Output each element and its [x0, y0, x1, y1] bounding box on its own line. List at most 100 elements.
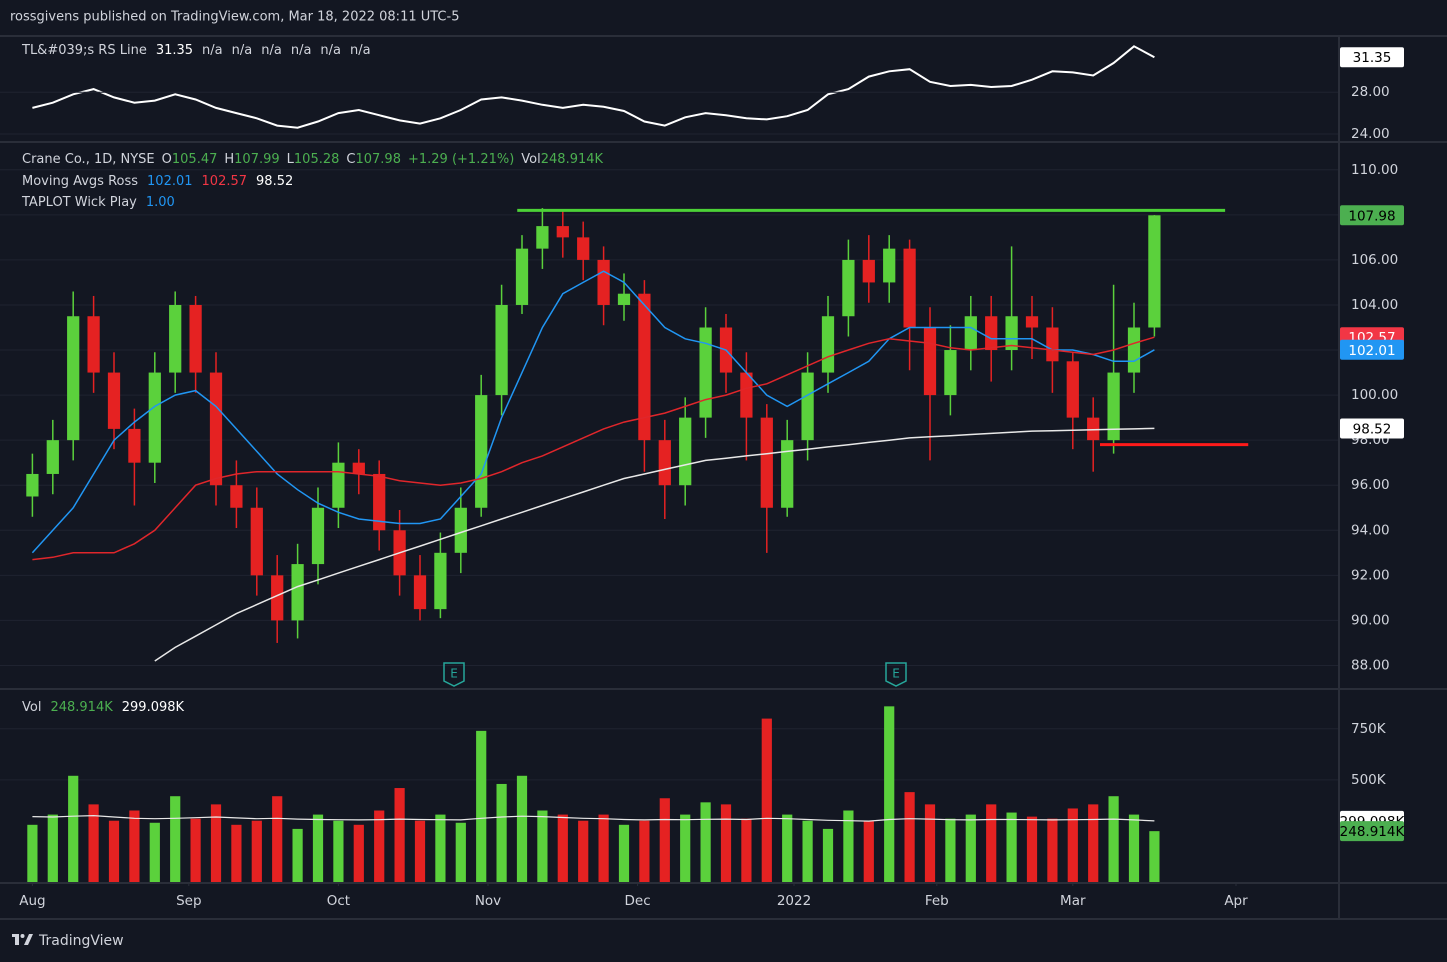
moving-average	[154, 427, 1155, 662]
legend: TAPLOT Wick Play 1.00	[21, 195, 175, 210]
legend-item: 31.35	[156, 43, 193, 58]
candle-body	[454, 507, 467, 553]
volume-bar	[557, 814, 568, 882]
volume-bar	[292, 828, 303, 882]
volume-average	[32, 814, 1155, 822]
candle-body	[740, 372, 753, 418]
volume-bar	[965, 814, 976, 882]
candle-body	[373, 473, 386, 531]
candle-body	[107, 372, 121, 429]
candle-body	[87, 316, 100, 373]
volume-bar	[802, 820, 813, 882]
volume-bar	[1149, 831, 1160, 882]
legend-item: Moving Avgs Ross	[22, 174, 138, 189]
y-tick-label: 106.00	[1351, 252, 1398, 268]
candle-body	[67, 316, 80, 441]
candle-body	[781, 440, 794, 508]
y-tick-label: 500K	[1351, 772, 1387, 788]
legend-item: n/a	[261, 43, 282, 58]
candle-body	[821, 316, 835, 373]
volume-bar	[884, 706, 895, 882]
volume-bar	[700, 802, 711, 882]
rs-line	[32, 45, 1155, 129]
x-tick-label: Nov	[475, 893, 501, 909]
candle-body	[332, 462, 345, 508]
price-badge-label: 98.52	[1353, 421, 1392, 437]
volume-bar	[822, 828, 834, 882]
x-tick-label: Mar	[1060, 893, 1086, 909]
x-tick-label: 2022	[777, 893, 811, 909]
volume-bar	[68, 775, 79, 882]
x-tick-label: Aug	[19, 893, 45, 909]
candle-body	[577, 237, 590, 260]
candle-body	[495, 304, 508, 396]
legend-item: 102.57	[202, 174, 248, 189]
candle-body	[658, 440, 671, 486]
price-badge	[1340, 339, 1404, 360]
y-tick-label: 94.00	[1351, 522, 1390, 538]
earnings-label: E	[892, 667, 900, 681]
candle-body	[46, 440, 59, 474]
volume-bar	[1108, 796, 1119, 882]
legend-item: 107.98	[355, 152, 401, 167]
volume-bar	[88, 804, 99, 882]
volume-bar	[1026, 816, 1038, 882]
volume-bar	[680, 814, 691, 882]
volume-bar	[312, 814, 324, 882]
candle-body	[169, 304, 182, 373]
legend-item: 248.914K	[541, 152, 604, 167]
volume-bar	[108, 820, 120, 882]
volume-bar	[231, 824, 242, 882]
volume-bar	[149, 822, 160, 882]
y-tick-label: 750K	[1351, 721, 1387, 737]
volume-bar	[904, 792, 915, 882]
volume-bar	[843, 810, 854, 882]
legend-item: Vol	[521, 152, 540, 167]
volume-bar	[639, 820, 650, 882]
candle-body	[352, 462, 365, 474]
volume-bar	[618, 824, 630, 882]
legend-item: 107.99	[234, 152, 280, 167]
legend-item: 102.01	[147, 174, 193, 189]
y-tick-label: 24.00	[1351, 126, 1390, 142]
legend-item: 248.914K	[50, 700, 113, 715]
candle-body	[311, 507, 325, 565]
legend-item: C	[346, 152, 355, 167]
legend-item: n/a	[202, 43, 223, 58]
price-badge-label: 248.914K	[1340, 824, 1406, 840]
legend-item: 105.47	[172, 152, 218, 167]
legend-item: TAPLOT Wick Play	[21, 195, 137, 210]
candle-body	[148, 372, 161, 463]
x-tick-label: Feb	[925, 893, 949, 909]
candle-body	[515, 248, 529, 305]
footer-brand: TradingView	[38, 933, 124, 949]
moving-average	[32, 336, 1155, 561]
volume-bar	[741, 818, 752, 882]
legend-item: +1.29 (+1.21%)	[408, 152, 514, 167]
plot-layer: 24.00 28.00 TL&#039;s RS Line 31.35 n/a n/a n/…	[0, 43, 1406, 909]
volume-bar	[374, 810, 385, 882]
candle-body	[679, 417, 692, 486]
candle-body	[862, 259, 875, 283]
candle-body	[944, 350, 957, 396]
header: rossgivens published on TradingView.com,…	[10, 10, 459, 25]
price-badge-label: 31.35	[1353, 50, 1392, 66]
volume-bar	[129, 810, 140, 882]
volume-bar	[598, 814, 609, 882]
y-tick-label: 100.00	[1351, 387, 1398, 403]
earnings-marker	[443, 662, 465, 687]
candle-body	[985, 316, 998, 351]
legend-item: 299.098K	[122, 700, 185, 715]
volume-pane	[27, 706, 1160, 882]
volume-bar	[353, 824, 364, 882]
candle-body	[230, 485, 243, 508]
legend-item: 105.28	[294, 152, 340, 167]
x-tick-label: Oct	[327, 893, 350, 909]
candle-body	[1127, 327, 1141, 373]
volume-bar	[1006, 812, 1017, 882]
legend-item: TL&#039;s RS Line	[21, 43, 147, 58]
y-tick-label: 92.00	[1351, 567, 1390, 583]
candle-body	[413, 575, 427, 610]
